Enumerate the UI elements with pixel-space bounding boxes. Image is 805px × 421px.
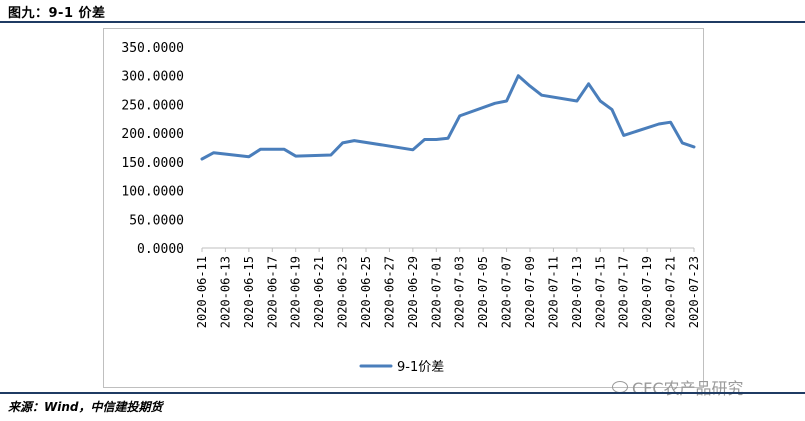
- x-tick-label: 2020-06-21: [312, 256, 326, 328]
- x-tick-label: 2020-07-05: [476, 256, 490, 328]
- data-point: [294, 154, 297, 158]
- data-point: [271, 148, 274, 151]
- x-tick-label: 2020-06-29: [406, 256, 420, 328]
- x-tick-label: 2020-07-15: [593, 256, 607, 328]
- data-point: [446, 137, 450, 140]
- x-tick-label: 2020-07-17: [617, 256, 631, 328]
- data-point: [282, 148, 286, 151]
- data-point: [458, 114, 461, 118]
- y-tick-label: 350.0000: [121, 41, 184, 56]
- top-rule: [0, 21, 805, 23]
- watermark: CFC农产品研究: [612, 375, 744, 399]
- data-point: [540, 94, 543, 97]
- x-tick-label: 2020-07-01: [429, 256, 443, 328]
- data-point: [622, 134, 625, 137]
- data-point: [669, 121, 672, 124]
- data-point: [587, 82, 590, 85]
- y-tick-label: 300.0000: [121, 70, 184, 85]
- x-tick-label: 2020-06-27: [382, 256, 396, 328]
- data-point: [517, 74, 520, 77]
- data-point: [681, 141, 684, 145]
- data-point: [353, 139, 356, 142]
- x-tick-label: 2020-07-03: [453, 256, 467, 328]
- x-tick-label: 2020-07-13: [570, 256, 584, 328]
- data-point: [212, 151, 215, 154]
- bottom-rule: [0, 392, 805, 394]
- data-point: [575, 99, 579, 103]
- x-tick-label: 2020-07-09: [523, 256, 537, 328]
- data-point: [411, 148, 415, 151]
- data-point: [493, 102, 497, 105]
- series-line: [200, 74, 696, 161]
- x-tick-label: 2020-07-19: [640, 256, 654, 328]
- y-tick-label: 150.0000: [121, 156, 184, 171]
- y-tick-label: 50.0000: [129, 213, 184, 228]
- x-tick-label: 2020-07-07: [500, 256, 514, 328]
- x-tick-label: 2020-06-11: [195, 256, 209, 328]
- data-point: [259, 148, 262, 151]
- x-tick-label: 2020-06-15: [242, 256, 256, 328]
- data-point: [341, 141, 344, 145]
- data-point: [247, 155, 251, 158]
- chart-frame: 0.0000 50.0000 100.0000 150.0000 200.0000 250…: [103, 28, 704, 388]
- x-tick-label: 2020-06-17: [265, 256, 279, 328]
- data-point: [657, 122, 661, 126]
- y-tick-label: 0.0000: [137, 242, 184, 257]
- data-point: [423, 138, 426, 141]
- y-tick-label: 200.0000: [121, 127, 184, 142]
- data-point: [692, 145, 696, 149]
- data-point: [329, 153, 333, 157]
- x-tick-label: 2020-06-13: [218, 256, 232, 328]
- watermark-text: CFC农产品研究: [632, 379, 744, 398]
- data-point: [435, 138, 438, 141]
- data-point: [599, 99, 602, 103]
- line-chart: 0.0000 50.0000 100.0000 150.0000 200.0000 250…: [121, 41, 701, 375]
- data-point: [528, 84, 532, 88]
- x-tick-label: 2020-06-23: [336, 256, 350, 328]
- legend-label: 9-1价差: [397, 360, 444, 375]
- source-note: 来源：Wind，中信建投期货: [8, 400, 163, 414]
- data-point: [200, 157, 204, 161]
- data-point: [610, 108, 614, 111]
- x-tick-label: 2020-06-25: [359, 256, 373, 328]
- y-tick-label: 100.0000: [121, 185, 184, 200]
- x-tick-label: 2020-07-23: [687, 256, 701, 328]
- x-tick-label: 2020-07-11: [546, 256, 560, 328]
- y-tick-label: 250.0000: [121, 98, 184, 113]
- data-point: [505, 99, 508, 103]
- x-tick-label: 2020-06-19: [289, 256, 303, 328]
- x-tick-label: 2020-07-21: [664, 256, 678, 328]
- figure-title: 图九：9-1 价差: [8, 6, 106, 21]
